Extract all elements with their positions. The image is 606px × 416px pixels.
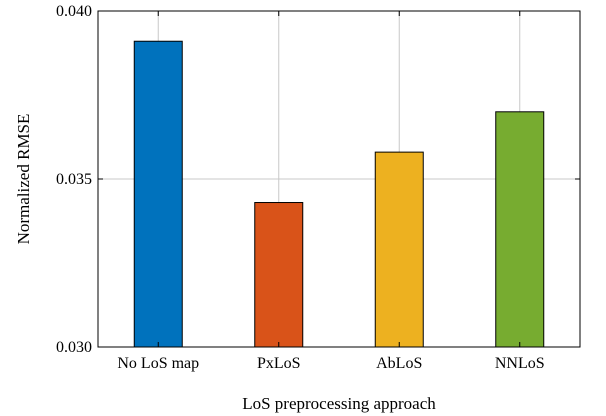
bar-nnlos (495, 111, 545, 348)
x-axis-label: LoS preprocessing approach (242, 394, 436, 413)
y-tick-label: 0.040 (56, 3, 92, 20)
y-axis-label: Normalized RMSE (14, 114, 33, 245)
bars (133, 40, 545, 348)
x-tick-label: AbLoS (376, 355, 422, 372)
axis-ticks: 0.030 0.035 0.040 No LoS map PxLoS AbLoS NNLoS (56, 3, 580, 372)
x-tick-label: NNLoS (495, 355, 545, 372)
plot-frame (97, 10, 581, 348)
bar-no-los-map (133, 40, 183, 348)
bar-ablos (374, 151, 424, 348)
y-tick-label: 0.035 (56, 171, 92, 188)
y-tick-label: 0.030 (56, 339, 92, 356)
bar-pxlos (254, 202, 304, 348)
x-tick-label: PxLoS (257, 355, 301, 372)
x-tick-label: No LoS map (117, 355, 199, 372)
